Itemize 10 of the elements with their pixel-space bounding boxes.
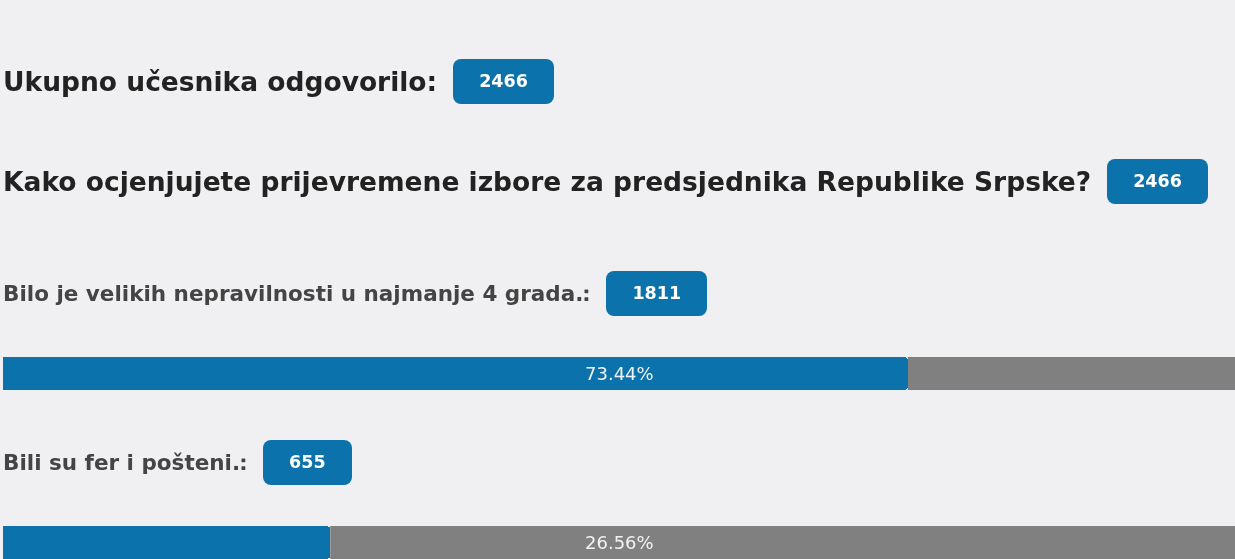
count-badge: 2466 [453, 58, 554, 104]
chart-title: Ukupno učesnika odgovorilo: [3, 65, 438, 97]
data-label: 73.44% [585, 363, 654, 384]
count-badge: 2466 [1107, 158, 1208, 204]
count-badge: 655 [263, 440, 352, 485]
data-label: 26.56% [585, 532, 654, 553]
chart-subtitle: Kako ocjenjujete prijevremene izbore za predsjednika Republike Srpske? [3, 165, 1092, 197]
count-badge: 1811 [606, 271, 708, 316]
y-tick-label: Bili su fer i pošteni. [3, 450, 241, 475]
y-tick-label: Bilo je velikih nepravilnosti u najmanje 4 grada. [3, 281, 584, 306]
